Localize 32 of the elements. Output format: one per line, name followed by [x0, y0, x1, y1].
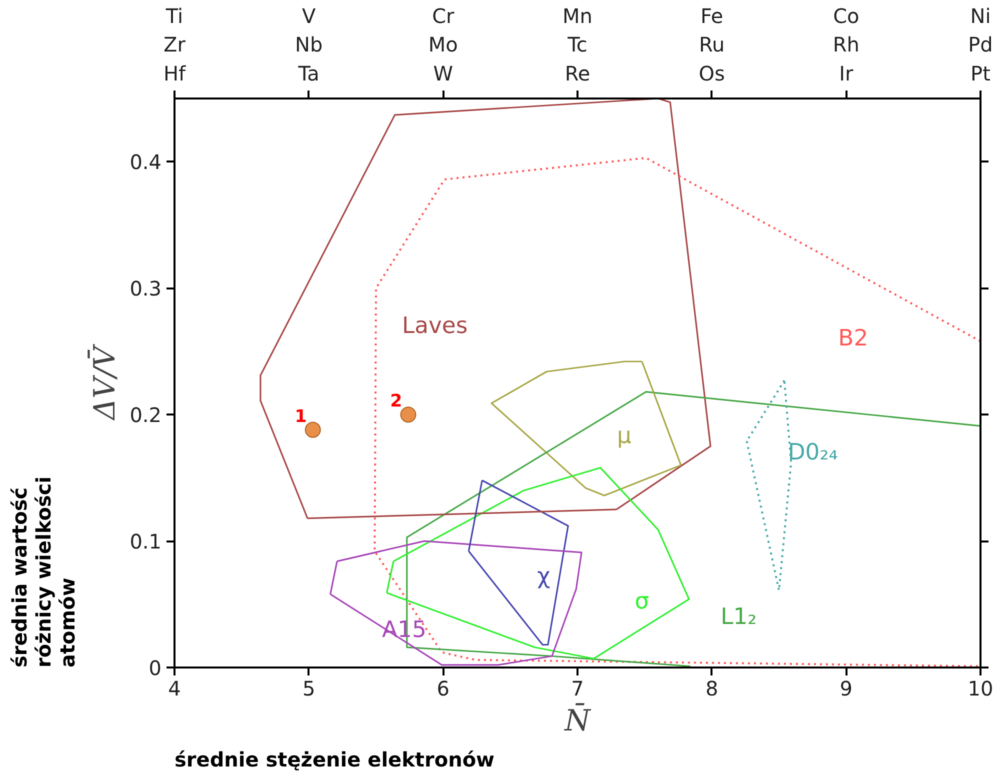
text: V Nb Ta: [295, 4, 323, 86]
x-tick-label: 5: [302, 676, 316, 700]
y-axis-title: ΔV/V̄: [87, 343, 122, 421]
y-tick-label: 0.4: [130, 150, 162, 174]
text: Laves: [402, 313, 468, 340]
text: średnie stężenie elektronów: [174, 748, 495, 772]
x-tick-label: 4: [168, 676, 181, 700]
series-label: D0₂₄: [788, 439, 838, 466]
series-label: χ: [537, 563, 550, 590]
x-tick-label: 8: [705, 676, 718, 700]
text: L1₂: [720, 604, 757, 630]
text: Cr Mo W: [428, 4, 458, 86]
text: Ni Pd Pt: [968, 4, 993, 86]
x-tick-label: 10: [968, 676, 994, 700]
y-tick-label: 0.1: [130, 530, 162, 554]
text: Mn Tc Re: [562, 4, 592, 86]
text: średnia wartość różnicy wielkości atomów: [8, 476, 80, 668]
y-tick-label: 0.3: [130, 276, 162, 301]
text: Co Rh Ir: [832, 4, 860, 86]
y-tick-label: 0.2: [130, 403, 162, 428]
text: Ti Zr Hf: [163, 4, 186, 86]
series-label: μ: [617, 422, 632, 449]
x-tick-label: 9: [840, 676, 853, 700]
text: Fe Ru Os: [698, 4, 725, 86]
x-tick-label: 6: [436, 676, 450, 700]
annotation: 2: [390, 392, 402, 412]
annotation: 1: [294, 406, 307, 427]
x-axis-title: N̄: [564, 703, 592, 738]
x-tick-label: 7: [571, 676, 584, 700]
series-label: B2: [838, 326, 868, 352]
y-tick-label: 0: [148, 656, 162, 680]
series-label: σ: [634, 588, 650, 614]
